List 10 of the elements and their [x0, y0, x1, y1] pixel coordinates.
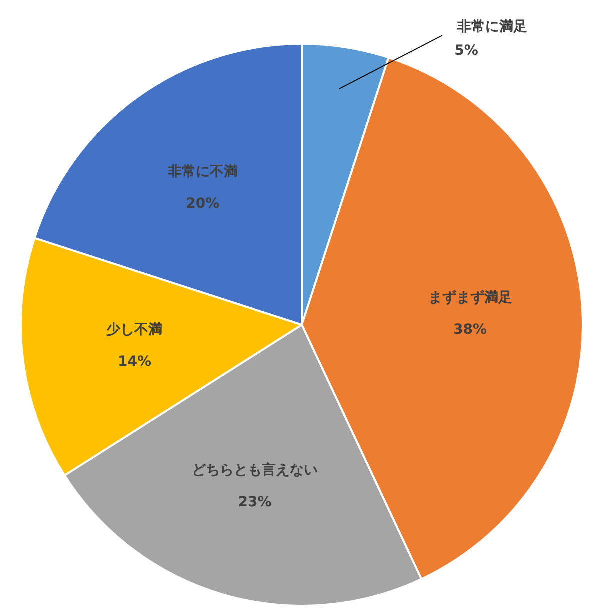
data-label: 5%	[454, 43, 478, 60]
slice-label: まずまず満足	[428, 290, 512, 306]
slice-label: どちらとも言えない	[192, 462, 318, 479]
slice-label: 少し不満	[106, 322, 163, 338]
data-label: 23%	[238, 494, 272, 511]
data-label: 14%	[118, 354, 152, 370]
slice-label: 非常に満足	[456, 19, 528, 36]
data-label: 38%	[454, 322, 488, 338]
data-label: 20%	[186, 196, 220, 212]
slice-label: 非常に不満	[166, 164, 238, 180]
